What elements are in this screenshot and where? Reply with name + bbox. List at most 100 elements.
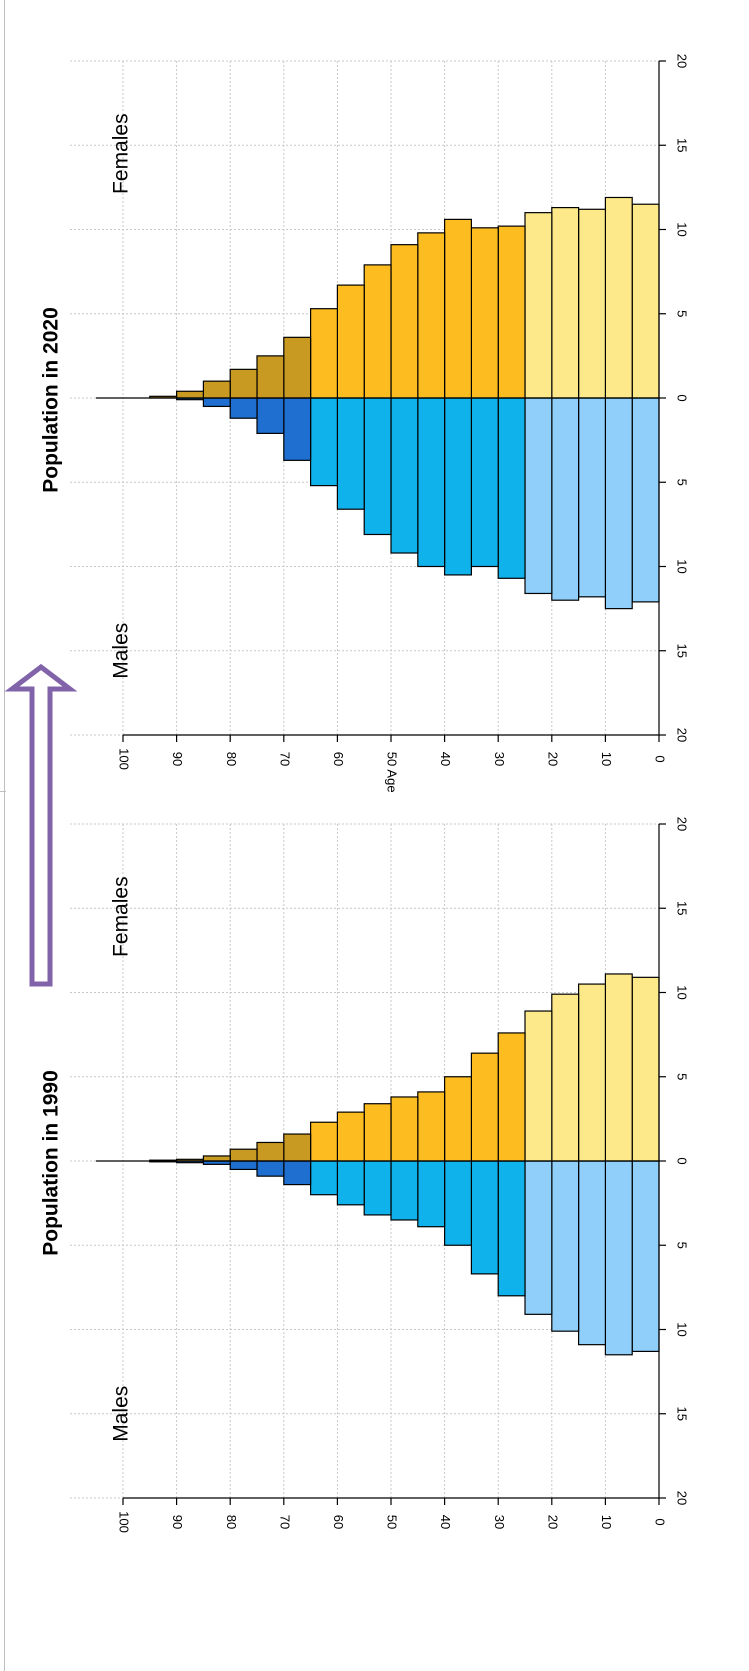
- female-bar: [444, 1076, 473, 1162]
- male-bar: [390, 1160, 419, 1221]
- female-bar: [363, 1103, 392, 1162]
- top-frame-tick: [0, 791, 6, 792]
- value-tick-label: 20: [675, 728, 690, 742]
- females-label: Females: [110, 113, 133, 194]
- female-bar: [577, 983, 606, 1162]
- female-bar: [444, 218, 473, 399]
- age-tick-label: 50: [385, 1515, 400, 1529]
- male-bar: [363, 397, 392, 536]
- age-tick-label: 30: [492, 752, 507, 766]
- male-bar: [229, 397, 258, 419]
- age-tick-label: 90: [170, 752, 185, 766]
- chart-title: Population in 2020: [40, 307, 63, 493]
- male-bar: [577, 397, 606, 598]
- female-bar: [310, 308, 339, 399]
- age-tick-label: 100: [117, 748, 132, 770]
- value-tick-label: 15: [675, 138, 690, 152]
- female-bar: [310, 1121, 339, 1162]
- age-tick-label: 100: [117, 1511, 132, 1533]
- age-axis-title: Age: [385, 769, 400, 792]
- male-bar: [390, 397, 419, 554]
- value-tick-label: 20: [675, 817, 690, 831]
- age-tick-label: 10: [599, 1515, 614, 1529]
- male-bar: [524, 397, 553, 595]
- value-tick-label: 10: [675, 559, 690, 573]
- male-bar: [310, 397, 339, 487]
- male-bar: [631, 397, 660, 603]
- age-tick-label: 60: [331, 752, 346, 766]
- value-tick-label: 15: [675, 644, 690, 658]
- value-tick-label: 20: [675, 1491, 690, 1505]
- female-bar: [470, 227, 499, 399]
- age-tick-label: 70: [277, 752, 292, 766]
- female-bar: [604, 973, 633, 1162]
- male-bar: [577, 1160, 606, 1346]
- female-bar: [229, 368, 258, 399]
- female-bar: [577, 208, 606, 399]
- female-bar: [551, 206, 580, 399]
- female-bar: [363, 264, 392, 399]
- age-tick-label: 20: [545, 1515, 560, 1529]
- female-bar: [604, 196, 633, 399]
- age-tick-label: 30: [492, 1515, 507, 1529]
- female-bar: [202, 380, 231, 399]
- male-bar: [417, 1160, 446, 1228]
- female-bar: [417, 232, 446, 399]
- male-bar: [444, 397, 473, 576]
- age-tick-label: 70: [277, 1515, 292, 1529]
- male-bar: [551, 1160, 580, 1332]
- female-bar: [497, 225, 526, 399]
- age-tick-label: 80: [224, 752, 239, 766]
- male-bar: [417, 397, 446, 568]
- female-bar: [202, 1155, 231, 1162]
- female-bar: [631, 976, 660, 1162]
- female-bar: [390, 1096, 419, 1162]
- age-tick-label: 0: [653, 1518, 668, 1525]
- age-tick-label: 50: [385, 752, 400, 766]
- age-tick-label: 40: [438, 752, 453, 766]
- male-bar: [497, 397, 526, 579]
- pyramid-1990: 2015105051015200102030405060708090100Pop…: [40, 817, 690, 1533]
- male-bar: [604, 1160, 633, 1356]
- value-tick-label: 10: [675, 985, 690, 999]
- age-tick-label: 0: [653, 755, 668, 762]
- male-bar: [497, 1160, 526, 1297]
- female-bar: [497, 1032, 526, 1162]
- value-tick-label: 5: [675, 1073, 690, 1080]
- female-bar: [524, 212, 553, 399]
- male-bar: [604, 397, 633, 610]
- female-bar: [176, 390, 205, 399]
- value-tick-label: 5: [675, 310, 690, 317]
- female-bar: [336, 1111, 365, 1162]
- male-bar: [229, 1160, 258, 1171]
- male-bar: [256, 1160, 285, 1177]
- value-tick-label: 10: [675, 222, 690, 236]
- male-bar: [256, 397, 285, 434]
- female-bar: [390, 244, 419, 399]
- value-tick-label: 5: [675, 1242, 690, 1249]
- male-bar: [336, 1160, 365, 1206]
- value-tick-label: 5: [675, 479, 690, 486]
- chart-title: Population in 1990: [40, 1070, 63, 1256]
- male-bar: [631, 1160, 660, 1353]
- female-bar: [336, 284, 365, 399]
- female-bar: [631, 203, 660, 399]
- pyramid-2020: 2015105051015200102030405060708090100Age…: [40, 54, 690, 793]
- age-tick-label: 10: [599, 752, 614, 766]
- female-bar: [256, 1141, 285, 1162]
- age-tick-label: 80: [224, 1515, 239, 1529]
- females-label: Females: [110, 876, 133, 957]
- value-tick-label: 15: [675, 1407, 690, 1421]
- up-arrow-icon: [4, 663, 78, 987]
- value-tick-label: 0: [675, 394, 690, 401]
- males-label: Males: [110, 623, 133, 679]
- age-tick-label: 40: [438, 1515, 453, 1529]
- male-bar: [470, 1160, 499, 1275]
- female-bar: [524, 1010, 553, 1162]
- female-bar: [417, 1091, 446, 1162]
- value-tick-label: 20: [675, 54, 690, 68]
- left-frame-border: [4, 0, 5, 1671]
- value-tick-label: 15: [675, 901, 690, 915]
- male-bar: [283, 397, 312, 461]
